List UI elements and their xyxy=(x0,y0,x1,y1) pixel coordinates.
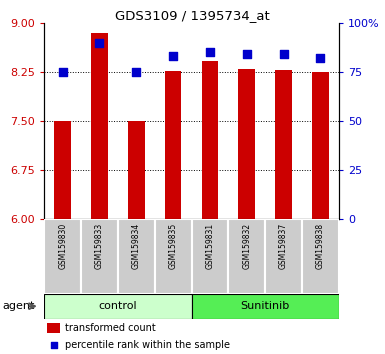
Point xyxy=(60,69,66,75)
Text: Sunitinib: Sunitinib xyxy=(241,301,290,311)
Point xyxy=(170,53,176,59)
Text: GSM159832: GSM159832 xyxy=(242,223,251,269)
Point xyxy=(317,56,323,61)
Point xyxy=(281,52,287,57)
Text: percentile rank within the sample: percentile rank within the sample xyxy=(65,340,230,350)
Bar xyxy=(118,219,155,294)
Text: GSM159835: GSM159835 xyxy=(169,223,177,269)
Bar xyxy=(312,72,329,219)
Point xyxy=(133,69,139,75)
Bar xyxy=(192,219,228,294)
Point xyxy=(207,50,213,55)
Text: GSM159830: GSM159830 xyxy=(58,223,67,269)
Bar xyxy=(128,121,145,219)
Bar xyxy=(54,121,71,219)
Text: GDS3109 / 1395734_at: GDS3109 / 1395734_at xyxy=(115,9,270,22)
Text: GSM159834: GSM159834 xyxy=(132,223,141,269)
Point xyxy=(96,40,102,45)
Bar xyxy=(202,61,218,219)
Bar xyxy=(302,219,339,294)
Bar xyxy=(81,219,118,294)
Bar xyxy=(275,70,292,219)
Text: transformed count: transformed count xyxy=(65,323,156,333)
Point xyxy=(244,52,250,57)
Bar xyxy=(47,322,60,333)
Text: GSM159838: GSM159838 xyxy=(316,223,325,269)
Text: GSM159831: GSM159831 xyxy=(206,223,214,269)
Text: agent: agent xyxy=(2,301,35,311)
Bar xyxy=(155,219,192,294)
FancyBboxPatch shape xyxy=(44,294,192,319)
FancyBboxPatch shape xyxy=(192,294,339,319)
Text: GSM159837: GSM159837 xyxy=(279,223,288,269)
Bar xyxy=(91,33,108,219)
Text: GSM159833: GSM159833 xyxy=(95,223,104,269)
Text: control: control xyxy=(99,301,137,311)
Point xyxy=(51,342,57,348)
Bar xyxy=(238,69,255,219)
Bar xyxy=(165,71,181,219)
Bar xyxy=(228,219,265,294)
Bar xyxy=(44,219,81,294)
Bar xyxy=(265,219,302,294)
